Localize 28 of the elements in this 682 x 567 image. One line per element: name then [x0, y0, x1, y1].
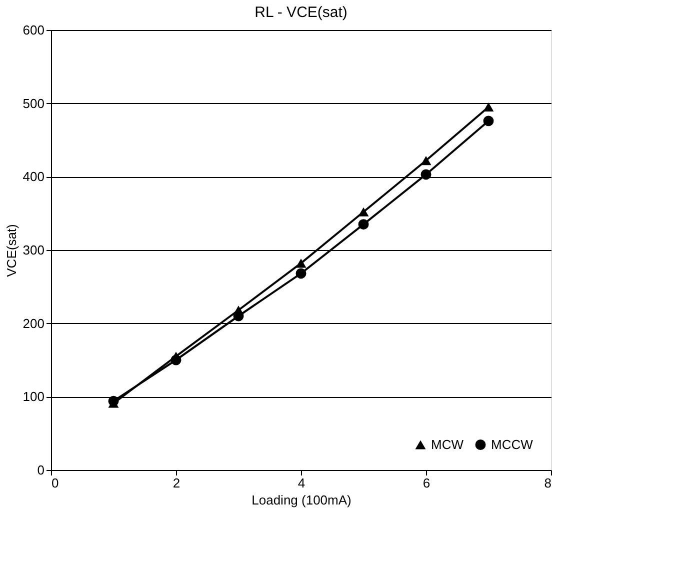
y-tick-label: 400: [22, 169, 44, 184]
legend-label: MCW: [431, 436, 464, 452]
y-tick-label: 300: [22, 242, 44, 258]
x-tick-label: 6: [422, 476, 430, 490]
point: [358, 219, 369, 230]
point: [420, 169, 432, 180]
x-tick-label: 4: [298, 476, 306, 490]
point: [420, 156, 432, 166]
point: [233, 310, 244, 322]
y-tick-label: 600: [22, 22, 44, 38]
legend-label: MCCW: [491, 436, 534, 452]
point: [170, 354, 182, 366]
y-axis-title: VCE(sat): [4, 224, 19, 277]
point: [296, 268, 306, 279]
y-tick-label: 200: [22, 316, 44, 331]
point: [483, 116, 494, 126]
x-tick-label: 8: [544, 476, 552, 490]
y-tick-label: 0: [37, 462, 44, 478]
x-tick-label: 2: [172, 476, 180, 490]
chart-title: RL - VCE(sat): [254, 4, 348, 21]
x-axis-title: Loading (100mA): [252, 492, 352, 508]
x-tick-label: 0: [52, 476, 59, 490]
point: [296, 258, 306, 268]
y-tick-label: 500: [22, 96, 44, 111]
point: [358, 207, 369, 216]
point: [483, 102, 494, 112]
y-tick-label: 100: [22, 389, 44, 404]
point: [108, 396, 119, 406]
